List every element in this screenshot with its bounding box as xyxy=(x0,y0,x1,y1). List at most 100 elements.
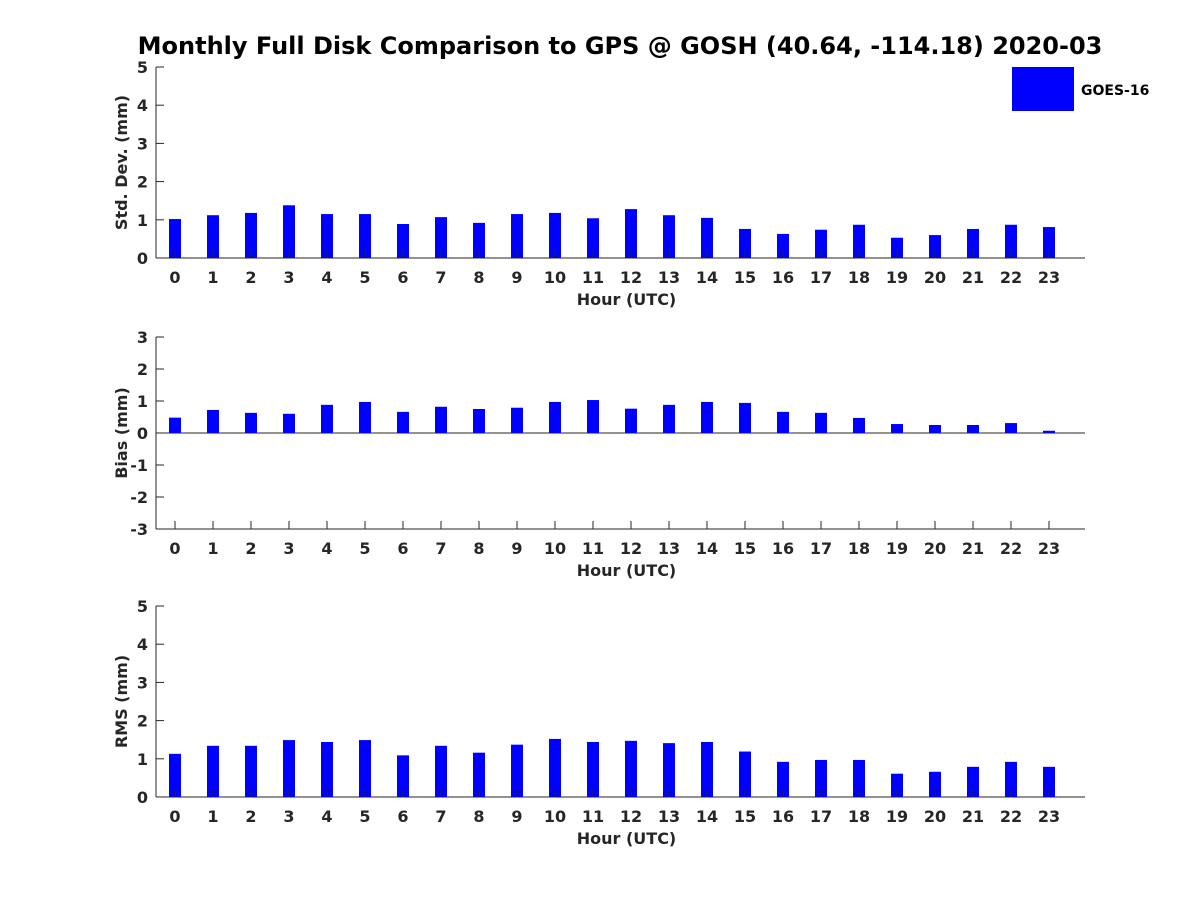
bar xyxy=(777,761,789,797)
y-tick-label: 3 xyxy=(137,673,148,692)
x-tick-label: 15 xyxy=(734,268,756,287)
bar xyxy=(207,745,219,797)
bar xyxy=(625,209,637,258)
x-tick-label: 16 xyxy=(772,539,794,558)
bar xyxy=(283,740,295,797)
bar xyxy=(435,217,447,258)
x-tick-label: 16 xyxy=(772,268,794,287)
bar xyxy=(549,212,561,258)
bar xyxy=(815,759,827,797)
bar xyxy=(701,741,713,797)
bar xyxy=(587,218,599,258)
bar xyxy=(777,411,789,433)
y-tick-label: 3 xyxy=(137,134,148,153)
x-tick-label: 12 xyxy=(620,539,642,558)
x-tick-label: 16 xyxy=(772,807,794,826)
y-axis-label: RMS (mm) xyxy=(112,655,131,748)
y-tick-label: 3 xyxy=(137,328,148,347)
x-tick-label: 9 xyxy=(511,807,522,826)
x-tick-label: 22 xyxy=(1000,539,1022,558)
bar xyxy=(1043,766,1055,797)
bar xyxy=(815,412,827,433)
bar xyxy=(891,773,903,797)
bar xyxy=(397,224,409,258)
x-tick-label: 6 xyxy=(397,268,408,287)
x-tick-label: 23 xyxy=(1038,807,1060,826)
x-tick-label: 13 xyxy=(658,807,680,826)
bar xyxy=(169,753,181,797)
bar xyxy=(587,741,599,797)
bar xyxy=(245,745,257,797)
x-tick-label: 8 xyxy=(473,807,484,826)
bar xyxy=(359,740,371,797)
legend-label: GOES-16 xyxy=(1081,83,1149,99)
y-tick-label: 5 xyxy=(137,597,148,616)
x-axis-label: Hour (UTC) xyxy=(577,290,677,309)
x-tick-label: 9 xyxy=(511,268,522,287)
bar xyxy=(815,229,827,258)
x-tick-label: 21 xyxy=(962,539,984,558)
bar xyxy=(929,771,941,797)
x-tick-label: 8 xyxy=(473,539,484,558)
x-tick-label: 13 xyxy=(658,539,680,558)
x-tick-label: 10 xyxy=(544,268,566,287)
bar xyxy=(245,212,257,258)
bar xyxy=(283,413,295,433)
y-tick-label: 5 xyxy=(137,58,148,77)
x-tick-label: 3 xyxy=(283,539,294,558)
bar xyxy=(511,407,523,433)
bar xyxy=(473,222,485,258)
x-tick-label: 3 xyxy=(283,268,294,287)
bar xyxy=(245,412,257,433)
x-tick-label: 1 xyxy=(207,268,218,287)
bar xyxy=(739,751,751,797)
x-tick-label: 22 xyxy=(1000,807,1022,826)
bar xyxy=(321,741,333,797)
bar xyxy=(359,401,371,433)
x-tick-label: 17 xyxy=(810,807,832,826)
y-tick-label: 2 xyxy=(137,173,148,192)
x-tick-label: 2 xyxy=(245,539,256,558)
x-tick-label: 20 xyxy=(924,268,946,287)
x-tick-label: 20 xyxy=(924,807,946,826)
x-tick-label: 12 xyxy=(620,807,642,826)
x-tick-label: 18 xyxy=(848,539,870,558)
bar xyxy=(511,214,523,258)
bar xyxy=(397,411,409,433)
bar xyxy=(967,425,979,433)
bar xyxy=(283,205,295,258)
bar xyxy=(663,404,675,433)
bar xyxy=(853,224,865,258)
bar xyxy=(853,759,865,797)
x-tick-label: 22 xyxy=(1000,268,1022,287)
y-axis-label: Std. Dev. (mm) xyxy=(112,95,131,230)
y-tick-label: 2 xyxy=(137,712,148,731)
bar xyxy=(397,755,409,797)
x-tick-label: 17 xyxy=(810,539,832,558)
x-tick-label: 5 xyxy=(359,807,370,826)
bar xyxy=(1005,224,1017,258)
x-tick-label: 21 xyxy=(962,268,984,287)
x-tick-label: 19 xyxy=(886,539,908,558)
bar xyxy=(587,400,599,433)
x-tick-label: 1 xyxy=(207,539,218,558)
bar xyxy=(777,233,789,258)
x-tick-label: 9 xyxy=(511,539,522,558)
x-tick-label: 15 xyxy=(734,539,756,558)
x-axis-label: Hour (UTC) xyxy=(577,561,677,580)
chart-title: Monthly Full Disk Comparison to GPS @ GO… xyxy=(138,32,1103,60)
x-tick-label: 0 xyxy=(169,268,180,287)
x-tick-label: 10 xyxy=(544,539,566,558)
bar xyxy=(549,738,561,797)
y-tick-label: 1 xyxy=(137,750,148,769)
bar xyxy=(511,744,523,797)
bar xyxy=(169,417,181,433)
x-tick-label: 0 xyxy=(169,807,180,826)
bar xyxy=(701,217,713,258)
bar xyxy=(663,743,675,797)
y-tick-label: 0 xyxy=(137,249,148,268)
bar xyxy=(359,214,371,258)
